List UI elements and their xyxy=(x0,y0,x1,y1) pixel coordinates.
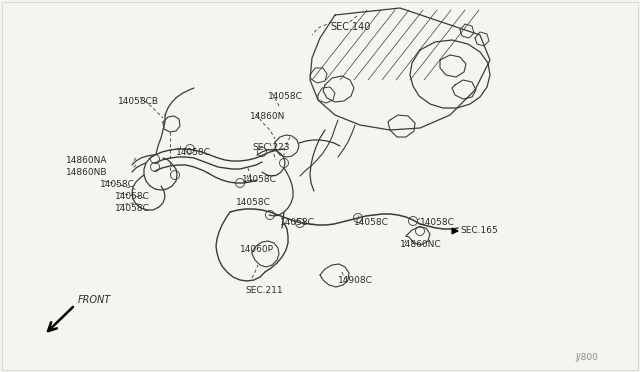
Text: SEC.223: SEC.223 xyxy=(252,143,289,152)
Text: SEC.165: SEC.165 xyxy=(460,226,498,235)
Text: 14058C: 14058C xyxy=(242,175,277,184)
Text: 14058CB: 14058CB xyxy=(118,97,159,106)
Text: 14860NB: 14860NB xyxy=(66,168,108,177)
Text: 14058C: 14058C xyxy=(420,218,455,227)
Text: 14060P: 14060P xyxy=(240,245,274,254)
Text: SEC.211: SEC.211 xyxy=(245,286,283,295)
Text: 14058C: 14058C xyxy=(100,180,135,189)
Text: 14058C: 14058C xyxy=(176,148,211,157)
Text: 14860NA: 14860NA xyxy=(66,156,108,165)
Text: SEC.140: SEC.140 xyxy=(330,22,371,32)
Text: 14058C: 14058C xyxy=(268,92,303,101)
Text: 14058C: 14058C xyxy=(354,218,389,227)
Text: 14908C: 14908C xyxy=(338,276,373,285)
Text: 14860N: 14860N xyxy=(250,112,285,121)
Text: J/800: J/800 xyxy=(575,353,598,362)
Text: 14058C: 14058C xyxy=(236,198,271,207)
Text: 14058C: 14058C xyxy=(115,204,150,213)
Text: 14058C: 14058C xyxy=(280,218,315,227)
Text: 14058C: 14058C xyxy=(115,192,150,201)
Text: 14860NC: 14860NC xyxy=(400,240,442,249)
Text: FRONT: FRONT xyxy=(78,295,111,305)
